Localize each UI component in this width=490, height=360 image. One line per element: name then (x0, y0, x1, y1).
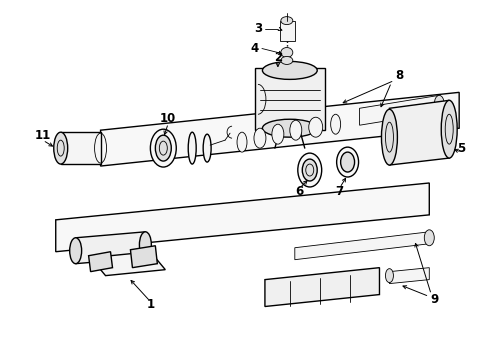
Ellipse shape (331, 114, 341, 134)
Ellipse shape (382, 109, 397, 165)
Polygon shape (130, 246, 157, 268)
Text: 4: 4 (251, 42, 259, 55)
Ellipse shape (203, 134, 211, 162)
Polygon shape (390, 268, 429, 284)
Ellipse shape (302, 159, 317, 181)
Polygon shape (295, 232, 429, 260)
Text: 3: 3 (254, 22, 262, 35)
Polygon shape (100, 92, 459, 166)
Ellipse shape (281, 57, 293, 64)
Polygon shape (280, 21, 295, 41)
Text: 1: 1 (147, 298, 154, 311)
Ellipse shape (386, 269, 393, 283)
Polygon shape (91, 252, 165, 276)
Ellipse shape (140, 232, 151, 258)
Text: 2: 2 (274, 51, 282, 64)
Ellipse shape (281, 17, 293, 24)
Ellipse shape (424, 230, 434, 246)
Text: 5: 5 (457, 141, 465, 155)
Polygon shape (265, 268, 379, 306)
Polygon shape (390, 100, 449, 165)
Polygon shape (61, 132, 100, 164)
Polygon shape (255, 68, 325, 130)
Ellipse shape (337, 147, 359, 177)
Polygon shape (360, 95, 439, 125)
Ellipse shape (290, 120, 302, 140)
Text: 11: 11 (35, 129, 51, 142)
Ellipse shape (237, 132, 247, 152)
Text: 7: 7 (336, 185, 343, 198)
Text: 10: 10 (160, 112, 176, 125)
Ellipse shape (298, 153, 322, 187)
Ellipse shape (263, 119, 317, 137)
Ellipse shape (434, 95, 444, 113)
Ellipse shape (309, 117, 323, 137)
Ellipse shape (70, 238, 82, 264)
Polygon shape (75, 232, 146, 264)
Ellipse shape (272, 124, 284, 144)
Ellipse shape (155, 135, 172, 161)
Text: 6: 6 (295, 185, 304, 198)
Ellipse shape (341, 152, 355, 172)
Text: 8: 8 (395, 69, 404, 82)
Ellipse shape (54, 132, 68, 164)
Ellipse shape (150, 129, 176, 167)
Polygon shape (56, 183, 429, 252)
Text: 9: 9 (430, 293, 439, 306)
Ellipse shape (281, 48, 293, 58)
Ellipse shape (254, 128, 266, 148)
Ellipse shape (188, 132, 196, 164)
Ellipse shape (441, 100, 457, 158)
Ellipse shape (263, 62, 317, 80)
Polygon shape (89, 252, 113, 272)
